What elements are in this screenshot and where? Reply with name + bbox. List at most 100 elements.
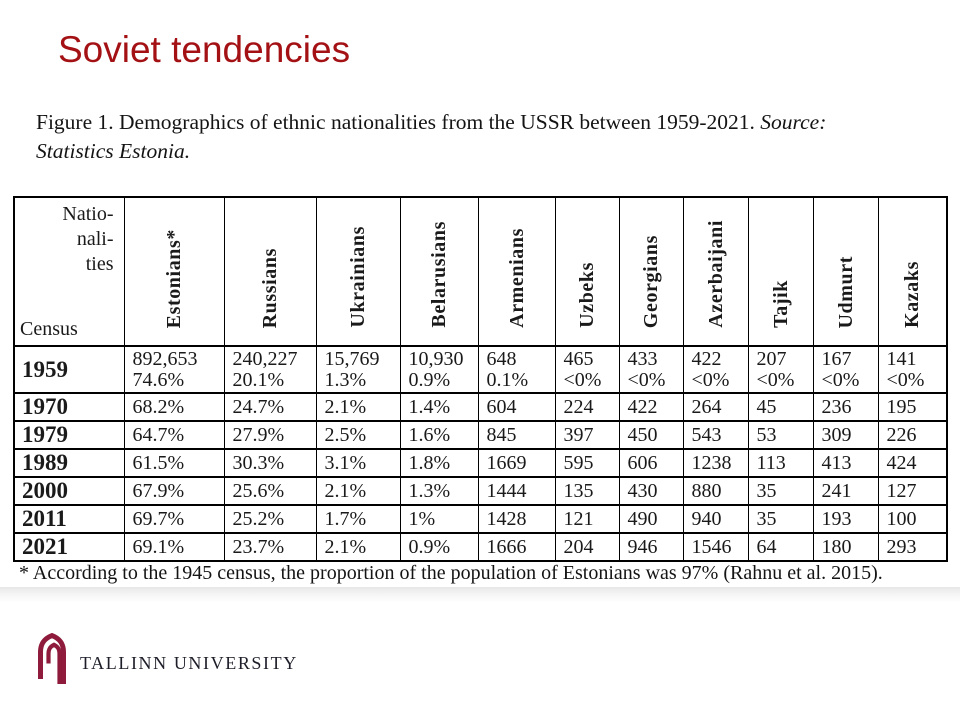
corner-cell-content: Natio- nali- ties Census — [15, 199, 123, 344]
cell-line: 2.1% — [324, 395, 367, 418]
column-header-russians: Russians — [223, 196, 317, 347]
table-cell: 264 — [682, 392, 749, 422]
cell-line: 195 — [886, 395, 917, 418]
cell-line: 25.6% — [232, 479, 285, 502]
table-cell: 15,769 1.3% — [315, 345, 401, 394]
table-cell: 2.1% — [315, 392, 401, 422]
cell-line: 422 — [691, 347, 722, 370]
table-cell: 30.3% — [223, 448, 317, 478]
cell-line: 127 — [886, 479, 917, 502]
table-cell: 1% — [399, 504, 479, 534]
table-cell: 121 — [554, 504, 620, 534]
table-cell: 397 — [554, 420, 620, 450]
cell-line: 2.5% — [324, 423, 367, 446]
table-cell: 25.2% — [223, 504, 317, 534]
year-cell: 2021 — [13, 532, 125, 562]
cell-line: 113 — [756, 451, 786, 474]
cell-line: 64 — [756, 535, 777, 558]
cell-line: 121 — [563, 507, 594, 530]
cell-line: 53 — [756, 423, 777, 446]
cell-line: 15,769 — [324, 347, 380, 370]
census-label: Census — [20, 318, 78, 340]
table-cell: 193 — [812, 504, 879, 534]
cell-line: 30.3% — [232, 451, 285, 474]
table-cell: 1.6% — [399, 420, 479, 450]
table-cell: 27.9% — [223, 420, 317, 450]
column-label: Tajik — [769, 280, 792, 328]
column-label: Russians — [259, 247, 281, 328]
table-footnote: * According to the 1945 census, the prop… — [19, 562, 883, 584]
cell-line: 606 — [627, 451, 658, 474]
cell-line: 100 — [886, 507, 917, 530]
university-logo: TALLINN UNIVERSITY — [36, 633, 356, 693]
column-label: Belarusians — [428, 221, 450, 328]
table-cell: 195 — [877, 392, 948, 422]
table-cell: 413 — [812, 448, 879, 478]
table-cell: 1238 — [682, 448, 749, 478]
cell-line: 20.1% — [232, 368, 285, 391]
demographics-table: Natio- nali- ties Census Estonians* Russi… — [13, 196, 948, 562]
column-label: Azerbaijani — [704, 220, 727, 328]
table-cell: 204 — [554, 532, 620, 562]
cell-line: 2.1% — [324, 479, 367, 502]
cell-line: 595 — [563, 451, 594, 474]
cell-line: <0% — [821, 368, 860, 391]
table-cell: 10,930 0.9% — [399, 345, 479, 394]
column-label: Uzbeks — [576, 262, 598, 328]
table-cell: 53 — [747, 420, 814, 450]
cell-line: 1.6% — [408, 423, 451, 446]
cell-line: 604 — [486, 395, 517, 418]
cell-line: 946 — [627, 535, 658, 558]
table-cell: 180 — [812, 532, 879, 562]
cell-line: 193 — [821, 507, 852, 530]
cell-line: 1238 — [691, 451, 732, 474]
table-cell: 1.7% — [315, 504, 401, 534]
table-cell: 2.5% — [315, 420, 401, 450]
column-header-uzbeks: Uzbeks — [554, 196, 620, 347]
cell-line: 207 — [756, 347, 787, 370]
cell-line: 1666 — [486, 535, 527, 558]
table-cell: 1.4% — [399, 392, 479, 422]
cell-line: 167 — [821, 347, 852, 370]
nationalities-label: Natio- nali- ties — [15, 199, 123, 277]
cell-line: 413 — [821, 451, 852, 474]
table-cell: 293 — [877, 532, 948, 562]
cell-line: 240,227 — [232, 347, 298, 370]
cell-line: 465 — [563, 347, 594, 370]
year-cell: 1989 — [13, 448, 125, 478]
table-row-1959: 1959 892,653 74.6% 240,227 20.1% 15,769 1.3% 10… — [13, 345, 948, 394]
cell-line: 0.9% — [408, 368, 451, 391]
table-cell: 64.7% — [123, 420, 225, 450]
cell-line: 61.5% — [132, 451, 185, 474]
cell-line: 45 — [756, 395, 777, 418]
cell-line: 892,653 — [132, 347, 198, 370]
table-cell: 3.1% — [315, 448, 401, 478]
cell-line: 64.7% — [132, 423, 185, 446]
pasted-image-bottom-edge — [0, 587, 960, 602]
cell-line: 226 — [886, 423, 917, 446]
table-cell: 1.3% — [399, 476, 479, 506]
cell-line: 397 — [563, 423, 594, 446]
cell-line: 180 — [821, 535, 852, 558]
corner-cell: Natio- nali- ties Census — [13, 196, 125, 347]
table-cell: 0.9% — [399, 532, 479, 562]
table-cell: 880 — [682, 476, 749, 506]
column-header-udmurt: Udmurt — [812, 196, 879, 347]
column-label: Udmurt — [834, 255, 857, 329]
caption-source-prefix: Source: — [760, 110, 827, 134]
column-header-georgians: Georgians — [618, 196, 684, 347]
cell-line: 25.2% — [232, 507, 285, 530]
table-row-1979: 1979 64.7% 27.9% 2.5% 1.6% 845 397 450 543 53 309 2… — [13, 420, 948, 450]
cell-line: 1669 — [486, 451, 527, 474]
cell-line: 264 — [691, 395, 722, 418]
cell-line: 1% — [408, 507, 436, 530]
table-cell: 465 <0% — [554, 345, 620, 394]
cell-line: 241 — [821, 479, 852, 502]
cell-line: 35 — [756, 479, 777, 502]
table-cell: 422 — [618, 392, 684, 422]
cell-line: 68.2% — [132, 395, 185, 418]
cell-line: 27.9% — [232, 423, 285, 446]
cell-line: <0% — [691, 368, 730, 391]
nationalities-label-line: nali- — [76, 228, 114, 250]
year-cell: 1970 — [13, 392, 125, 422]
